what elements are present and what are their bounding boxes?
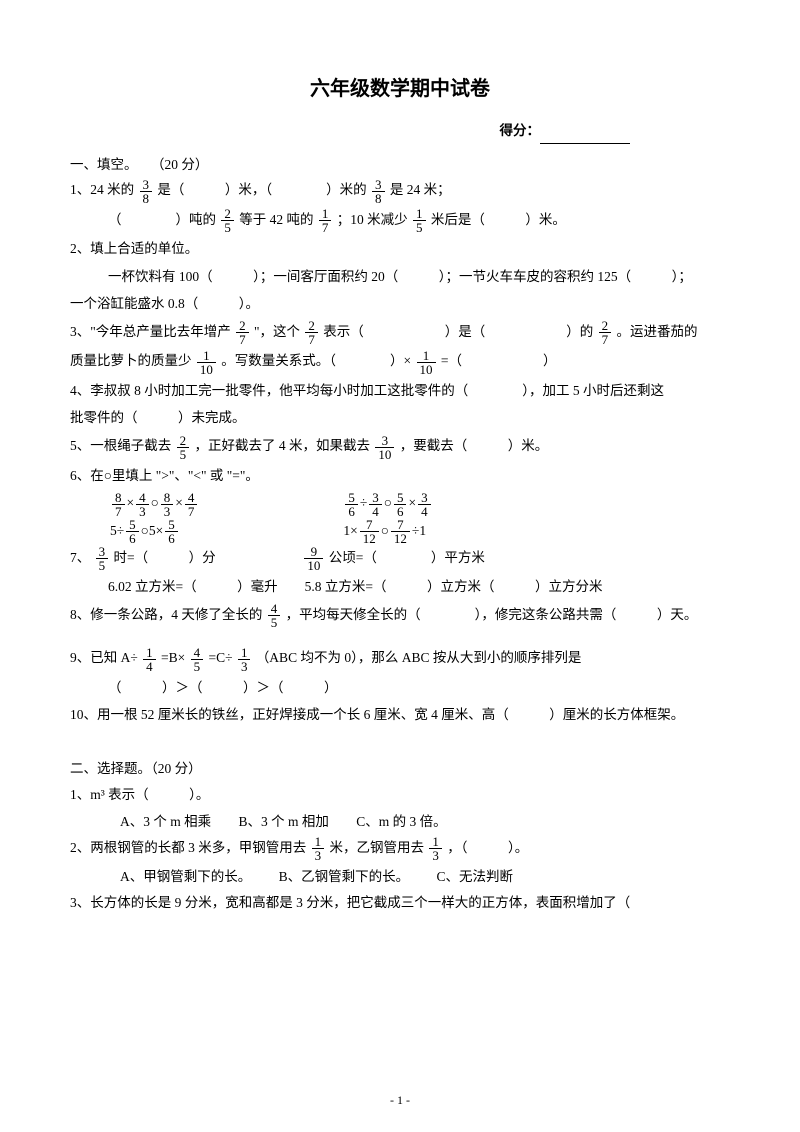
q6-row1: 87×43○83×47 56÷34○56×34 [70, 490, 730, 517]
frac-2-7: 27 [305, 319, 318, 346]
q4: 4、李叔叔 8 小时加工完一批零件，他平均每小时加工这批零件的（ ），加工 5 … [70, 378, 730, 404]
frac-3-8: 38 [140, 178, 153, 205]
frac-2-5: 25 [221, 207, 234, 234]
frac-4-5: 45 [191, 646, 204, 673]
s2-q1-options: A、3 个 m 相乘 B、3 个 m 相加 C、m 的 3 倍。 [70, 809, 730, 835]
frac-4-5: 45 [268, 602, 281, 629]
section-2: 二、选择题。（20 分） 1、m³ 表示（ ）。 A、3 个 m 相乘 B、3 … [70, 756, 730, 916]
s2-q2-options: A、甲钢管剩下的长。 B、乙钢管剩下的长。 C、无法判断 [70, 864, 730, 890]
q2: 2、填上合适的单位。 [70, 236, 730, 262]
frac-1-10: 110 [197, 349, 216, 376]
score-label: 得分： [500, 123, 541, 138]
frac-3-5: 35 [96, 545, 109, 572]
section2-heading: 二、选择题。（20 分） [70, 756, 730, 782]
frac-2-7: 27 [236, 319, 249, 346]
frac-1-10: 110 [417, 349, 436, 376]
q8: 8、修一条公路，4 天修了全长的 45 ，平均每天修全长的（ ），修完这条公路共… [70, 602, 730, 629]
q9-line2: （ ）＞（ ）＞（ ） [70, 675, 730, 701]
s2-q3: 3、长方体的长是 9 分米，宽和高都是 3 分米，把它截成三个一样大的正方体，表… [70, 890, 730, 916]
frac-1-3: 13 [312, 835, 325, 862]
q2-line2: 一杯饮料有 100（ ）；一间客厅面积约 20（ ）；一节火车车皮的容积约 12… [70, 264, 730, 290]
s2-q1: 1、m³ 表示（ ）。 [70, 782, 730, 808]
frac-3-8: 38 [372, 178, 385, 205]
frac-1-4: 14 [143, 646, 156, 673]
q7-line2: 6.02 立方米=（ ）毫升 5.8 立方米=（ ）立方米（ ）立方分米 [70, 574, 730, 600]
q3: 3、"今年总产量比去年增产 27 "，这个 27 表示（ ）是（ ）的 27 。… [70, 319, 730, 346]
q2-line3: 一个浴缸能盛水 0.8（ ）。 [70, 291, 730, 317]
q7: 7、 35 时=（ ）分 910 公顷=（ ）平方米 [70, 545, 730, 572]
section1-heading: 一、填空。 （20 分） [70, 152, 730, 178]
frac-1-7: 17 [319, 207, 332, 234]
q5: 5、一根绳子截去 25 ，正好截去了 4 米，如果截去 310 ，要截去（ ）米… [70, 433, 730, 460]
q6-row2: 5÷56○5×56 1×712○712÷1 [70, 518, 730, 545]
page-title: 六年级数学期中试卷 [70, 70, 730, 108]
frac-1-3: 13 [238, 646, 251, 673]
frac-1-5: 15 [413, 207, 426, 234]
q1-line2: （ ）吨的 25 等于 42 吨的 17 ；10 米减少 15 米后是（ ）米。 [70, 207, 730, 234]
q3-line2: 质量比萝卜的质量少 110 。写数量关系式。（ ）× 110 =（ ） [70, 348, 730, 375]
page-number: - 1 - [0, 1089, 800, 1112]
frac-3-10: 310 [375, 434, 394, 461]
q4-line2: 批零件的（ ）未完成。 [70, 405, 730, 431]
score-blank [540, 143, 630, 144]
frac-2-5: 25 [177, 434, 190, 461]
frac-1-3: 13 [429, 835, 442, 862]
q10: 10、用一根 52 厘米长的铁丝，正好焊接成一个长 6 厘米、宽 4 厘米、高（… [70, 702, 730, 728]
q9: 9、已知 A÷ 14 =B× 45 =C÷ 13 （ABC 均不为 0），那么 … [70, 645, 730, 672]
s2-q2: 2、两根钢管的长都 3 米多，甲钢管用去 13 米，乙钢管用去 13 ，（ ）。 [70, 835, 730, 862]
q1: 1、24 米的 38 是（ ）米，（ ）米的 38 是 24 米； [70, 177, 730, 204]
score-line: 得分： [70, 118, 730, 144]
q6: 6、在○里填上 ">"、"<" 或 "="。 [70, 463, 730, 489]
section-1: 一、填空。 （20 分） 1、24 米的 38 是（ ）米，（ ）米的 38 是… [70, 152, 730, 728]
frac-2-7: 27 [599, 319, 612, 346]
frac-9-10: 910 [304, 545, 323, 572]
